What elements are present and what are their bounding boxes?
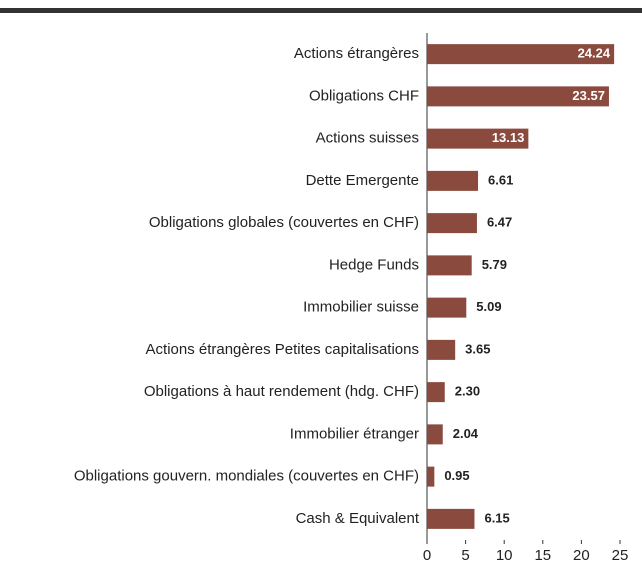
y-tick-label: Obligations CHF [309,87,419,104]
value-label: 6.61 [488,172,513,187]
bar [427,86,609,107]
value-label: 3.65 [465,341,490,356]
y-tick-label: Immobilier étranger [290,425,419,442]
value-label: 23.57 [572,88,605,103]
value-label: 6.47 [487,215,512,230]
value-label: 0.95 [444,468,469,483]
bar [427,297,467,318]
y-tick-label: Dette Emergente [306,172,419,189]
bar [427,128,529,149]
bar [427,424,443,445]
value-label: 13.13 [492,130,525,145]
bar [427,339,456,360]
bar [427,382,445,403]
bar [427,170,479,191]
bar [427,44,615,65]
y-tick-label: Actions suisses [316,130,419,147]
y-tick-label: Actions étrangères Petites capitalisatio… [146,341,419,358]
top-rule [0,8,642,13]
y-tick-label: Hedge Funds [329,256,419,273]
x-tick-label: 10 [496,547,513,564]
y-tick-label: Obligations gouvern. mondiales (couverte… [74,468,419,485]
value-label: 2.04 [453,426,479,441]
value-label: 5.09 [476,299,501,314]
x-tick-label: 5 [461,547,469,564]
y-tick-label: Cash & Equivalent [296,510,420,527]
bar [427,508,475,529]
x-tick-label: 25 [612,547,629,564]
x-tick-label: 20 [573,547,590,564]
value-label: 24.24 [578,46,611,61]
bar [427,255,472,276]
y-tick-label: Obligations globales (couvertes en CHF) [149,214,419,231]
x-tick-label: 15 [534,547,551,564]
y-tick-label: Immobilier suisse [303,299,419,316]
value-label: 2.30 [455,384,480,399]
bar [427,466,435,487]
y-tick-label: Obligations à haut rendement (hdg. CHF) [144,383,419,400]
value-label: 5.79 [482,257,507,272]
value-label: 6.15 [484,510,509,525]
x-tick-label: 0 [423,547,431,564]
bar [427,213,477,234]
y-tick-label: Actions étrangères [294,45,419,62]
